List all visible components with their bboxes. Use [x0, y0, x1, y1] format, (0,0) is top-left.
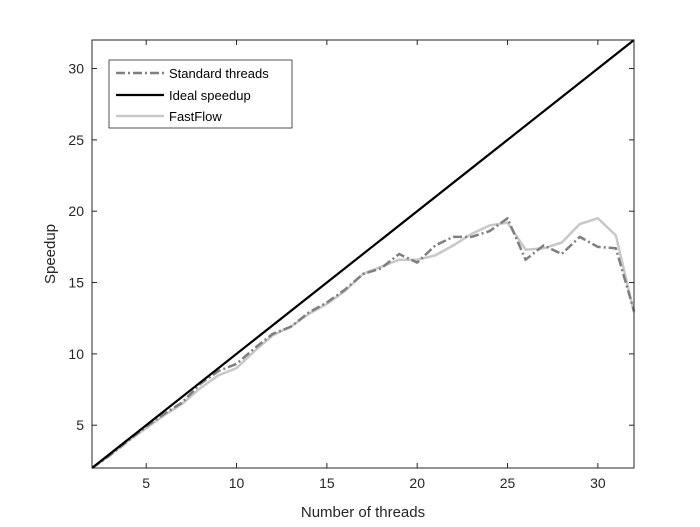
y-tick-label: 25: [68, 132, 84, 148]
y-tick-label: 10: [68, 346, 84, 362]
series-line-ideal-speedup: [91, 39, 635, 469]
x-axis-ticks: 5 10 15 20 25 30: [142, 40, 606, 491]
x-tick-label: 15: [319, 475, 335, 491]
y-tick-label: 30: [68, 61, 84, 77]
x-tick-label: 20: [409, 475, 425, 491]
y-tick-label: 5: [76, 417, 84, 433]
legend: Standard threads Ideal speedup FastFlow: [108, 59, 293, 129]
plot-frame: [91, 39, 635, 469]
series-line-standard-threads: [91, 217, 636, 470]
y-tick-label: 15: [68, 275, 84, 291]
legend-label-standard-threads: Standard threads: [169, 66, 269, 81]
legend-label-fastflow: FastFlow: [169, 109, 222, 124]
series-layer: [91, 39, 636, 470]
x-tick-label: 25: [500, 475, 516, 491]
x-axis-label: Number of threads: [301, 504, 425, 521]
x-tick-label: 10: [229, 475, 245, 491]
y-axis-label: Speedup: [42, 224, 59, 284]
y-axis-ticks: 5 10 15 20 25 30: [68, 61, 634, 433]
legend-label-ideal-speedup: Ideal speedup: [169, 88, 251, 103]
x-tick-label: 5: [142, 475, 150, 491]
x-tick-label: 30: [590, 475, 606, 491]
y-tick-label: 20: [68, 203, 84, 219]
